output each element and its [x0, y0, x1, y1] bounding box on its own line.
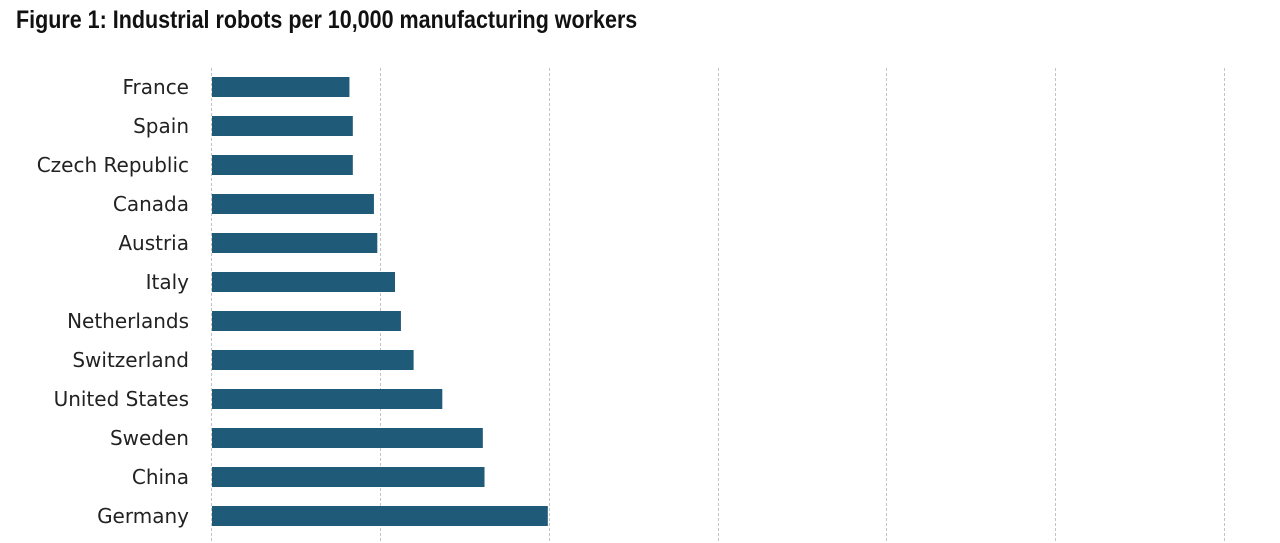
gridlines	[211, 68, 1225, 543]
chart-title: Figure 1: Industrial robots per 10,000 m…	[16, 6, 638, 34]
bar-czech-republic	[212, 155, 353, 175]
category-label: China	[132, 465, 189, 489]
bar-france	[212, 77, 350, 97]
bars	[212, 77, 548, 526]
bar-sweden	[212, 428, 483, 448]
category-label: Czech Republic	[37, 153, 189, 177]
bar-china	[212, 467, 485, 487]
category-label: Canada	[113, 192, 189, 216]
category-labels: France Spain Czech Republic Canada Austria It…	[37, 75, 189, 528]
bar-switzerland	[212, 350, 414, 370]
category-label: Netherlands	[67, 309, 189, 333]
bar-united-states	[212, 389, 443, 409]
category-label: Spain	[133, 114, 189, 138]
category-label: Sweden	[110, 426, 189, 450]
category-label: Germany	[97, 504, 189, 528]
bar-canada	[212, 194, 374, 214]
category-label: Switzerland	[72, 348, 189, 372]
category-label: Italy	[146, 270, 190, 294]
category-label: United States	[54, 387, 189, 411]
bar-germany	[212, 506, 548, 526]
bar-italy	[212, 272, 396, 292]
bar-spain	[212, 116, 353, 136]
bar-austria	[212, 233, 378, 253]
category-label: Austria	[118, 231, 189, 255]
category-label: France	[122, 75, 189, 99]
bar-netherlands	[212, 311, 401, 331]
